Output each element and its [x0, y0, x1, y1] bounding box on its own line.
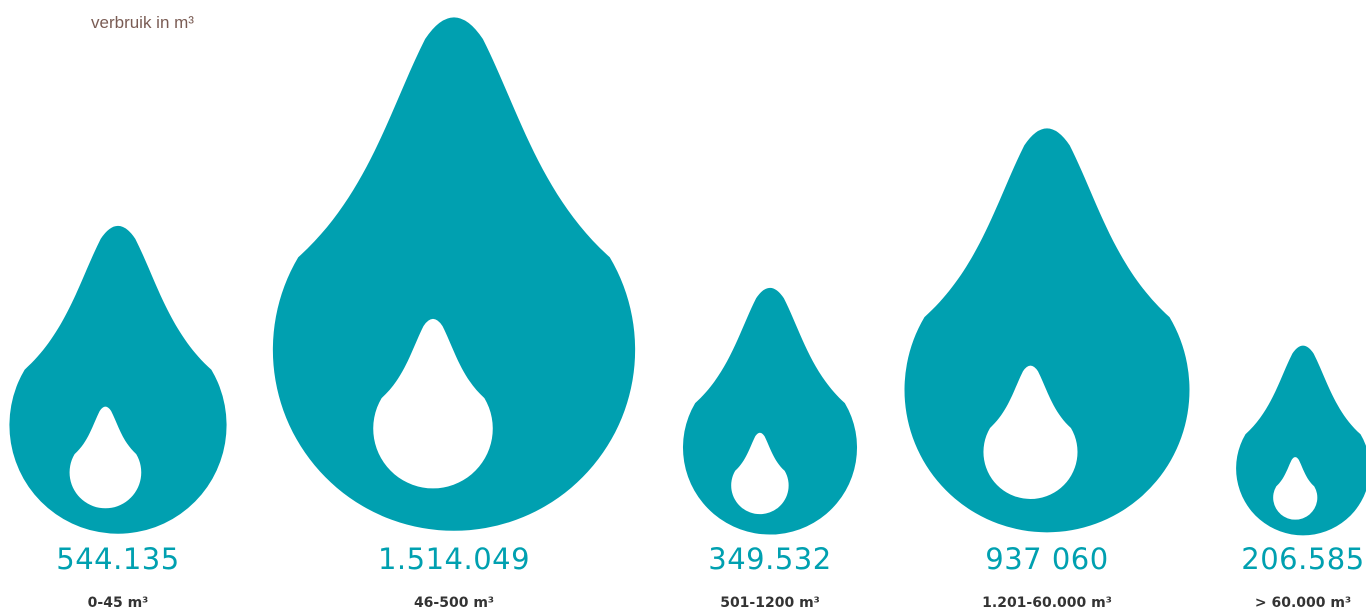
category-label: > 60.000 m³	[1255, 595, 1351, 611]
value-label: 544.135	[56, 542, 179, 576]
unit-label: verbruik in m³	[91, 13, 194, 32]
drop-group: 1.514.049 46-500 m³	[272, 17, 636, 611]
drop-group: 206.585 > 60.000 m³	[1236, 345, 1366, 611]
category-label: 1.201-60.000 m³	[982, 595, 1112, 611]
value-label: 1.514.049	[378, 542, 530, 576]
drop-mark	[904, 128, 1190, 533]
drop-group: 937 060 1.201-60.000 m³	[904, 128, 1190, 611]
drop-mark	[1236, 345, 1366, 536]
category-label: 0-45 m³	[88, 595, 149, 611]
inner-drop-icon	[731, 432, 789, 515]
drop-mark	[272, 17, 636, 531]
inner-drop-icon	[1273, 457, 1318, 520]
drop-mark	[9, 225, 227, 534]
value-label: 937 060	[985, 542, 1108, 576]
drop-group: 349.532 501-1200 m³	[682, 287, 858, 611]
value-label: 349.532	[708, 542, 831, 576]
value-label: 206.585	[1241, 542, 1364, 576]
category-label: 501-1200 m³	[720, 595, 820, 611]
inner-drop-icon	[69, 406, 142, 509]
inner-drop-icon	[983, 365, 1078, 499]
drop-group: 544.135 0-45 m³	[9, 225, 227, 611]
inner-drop-icon	[373, 318, 493, 489]
drop-mark	[682, 287, 858, 535]
category-label: 46-500 m³	[414, 595, 494, 611]
